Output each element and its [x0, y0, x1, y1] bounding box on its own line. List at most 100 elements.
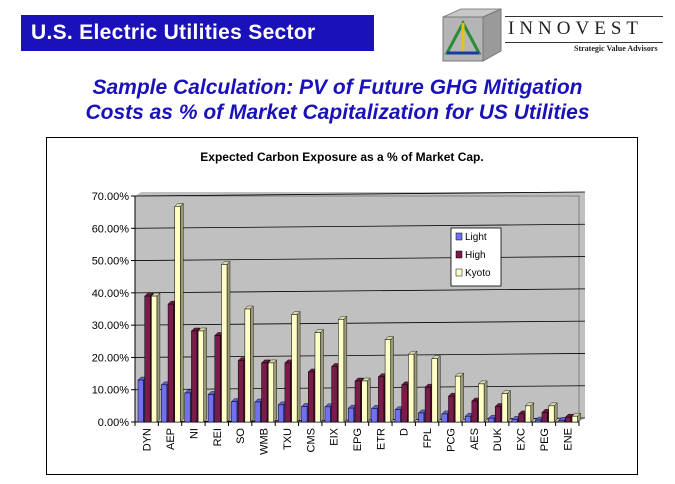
y-tick-label: 10.00% [92, 385, 130, 397]
bar-side-kyoto [483, 380, 488, 423]
bar-side-kyoto [530, 402, 534, 423]
bar-side-kyoto [250, 305, 254, 423]
innovest-cube-logo [442, 8, 502, 62]
bar-kyoto-epg [361, 380, 368, 423]
bar-light-ni [184, 392, 191, 423]
legend-swatch-kyoto [455, 268, 463, 277]
bar-high-ni [191, 330, 198, 423]
bar-high-ene [565, 416, 572, 423]
x-tick-label: AES [469, 428, 481, 450]
gridline [134, 288, 586, 294]
y-tick-label: 40.00% [92, 288, 130, 300]
bar-kyoto-so [244, 308, 251, 423]
bar-kyoto-txu [291, 314, 298, 423]
logo-tagline: Strategic Value Advisors [574, 44, 658, 53]
y-tick-label: 70.00% [92, 191, 130, 203]
bar-kyoto-cms [314, 332, 321, 423]
bar-high-aep [167, 303, 174, 423]
x-tick-label: FPL [422, 428, 434, 448]
bar-side-kyoto [437, 355, 441, 423]
bar-light-pcg [441, 413, 448, 423]
bar-light-aes [464, 415, 471, 423]
bar-high-peg [541, 412, 548, 423]
bar-light-epg [348, 407, 355, 423]
bar-light-eix [324, 406, 331, 423]
bar-kyoto-pcg [454, 375, 461, 423]
headline-line-1: Sample Calculation: PV of Future GHG Mit… [92, 76, 583, 99]
bar-light-aep [161, 384, 168, 423]
bar-kyoto-wmb [267, 362, 274, 423]
bar-light-d [394, 409, 401, 423]
x-tick-label: PEG [539, 428, 551, 451]
y-tick-label: 20.00% [92, 352, 130, 364]
logo-rule-top [505, 16, 663, 17]
bar-side-kyoto [180, 202, 184, 423]
bar-light-rei [207, 394, 214, 423]
bar-side-kyoto [226, 260, 231, 423]
bar-light-ene [558, 420, 565, 423]
x-tick-label: WMB [259, 428, 271, 455]
bar-side-kyoto [156, 292, 161, 423]
bar-light-cms [301, 406, 308, 423]
x-tick-label: EIX [329, 427, 341, 445]
x-tick-label: SO [235, 428, 247, 444]
bar-light-so [231, 401, 238, 423]
bar-kyoto-aep [174, 206, 181, 423]
gridline [134, 320, 586, 326]
bar-high-pcg [448, 395, 455, 423]
bar-kyoto-exc [525, 405, 532, 423]
bar-side-kyoto [296, 311, 301, 423]
bar-side-kyoto [553, 402, 558, 423]
bar-side-kyoto [367, 377, 371, 423]
bar-high-epg [354, 380, 361, 423]
bar-light-exc [511, 419, 518, 423]
x-tick-label: ENE [562, 428, 574, 451]
bar-light-fpl [418, 412, 425, 423]
bar-high-txu [284, 362, 291, 423]
sector-banner: U.S. Electric Utilities Sector [21, 15, 374, 51]
bar-side-kyoto [460, 372, 464, 423]
x-tick-label: DYN [142, 428, 154, 451]
bar-side-kyoto [273, 359, 277, 423]
bar-high-cms [308, 371, 315, 423]
bar-high-aes [471, 400, 478, 423]
bar-kyoto-ene [571, 415, 578, 423]
bar-side-kyoto [390, 336, 394, 423]
bar-high-exc [518, 413, 525, 423]
bar-side-kyoto [343, 315, 348, 423]
bar-light-duk [488, 417, 495, 423]
gridline [134, 191, 586, 197]
x-tick-label: CMS [305, 428, 317, 452]
logo-rule [505, 42, 663, 43]
legend-label-light: Light [465, 232, 487, 243]
bar-high-d [401, 384, 408, 423]
bar-high-rei [214, 335, 221, 423]
bar-light-etr [371, 408, 378, 423]
bar-high-etr [378, 376, 385, 423]
bar-kyoto-peg [548, 405, 555, 423]
bar-side-kyoto [320, 329, 324, 423]
y-tick-label: 0.00% [98, 417, 129, 429]
bar-light-dyn [137, 379, 144, 423]
bar-kyoto-fpl [431, 358, 438, 423]
x-tick-label: NI [188, 428, 200, 439]
x-tick-label: DUK [492, 427, 504, 451]
y-tick-label: 60.00% [92, 223, 130, 235]
bar-side-kyoto [413, 350, 418, 423]
gridline [134, 353, 586, 358]
bar-kyoto-ni [197, 330, 204, 423]
y-tick-label: 30.00% [92, 320, 130, 332]
logo-name: INNOVEST [508, 18, 643, 39]
x-tick-label: D [399, 428, 411, 436]
bar-kyoto-duk [501, 393, 508, 423]
x-tick-label: EPG [352, 428, 364, 451]
bar-light-txu [277, 404, 284, 423]
bar-kyoto-d [408, 353, 415, 423]
bar-kyoto-dyn [151, 295, 158, 423]
legend-label-kyoto: Kyoto [465, 268, 491, 279]
chart-title: Expected Carbon Exposure as a % of Marke… [200, 150, 483, 164]
gridline [134, 223, 586, 229]
y-tick-label: 50.00% [92, 256, 130, 268]
bar-kyoto-rei [221, 264, 228, 423]
bar-side-kyoto [507, 390, 511, 423]
